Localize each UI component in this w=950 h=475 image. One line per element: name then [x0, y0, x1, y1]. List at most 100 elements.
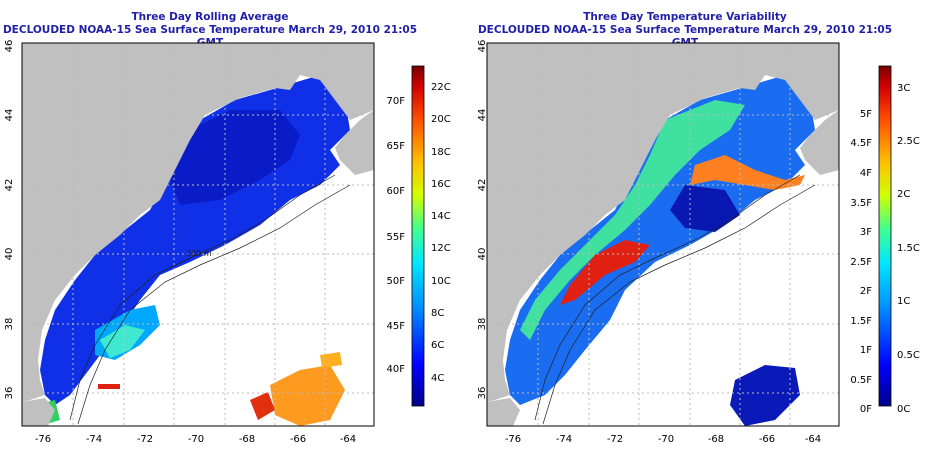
- average-colorbar: [411, 65, 425, 407]
- x-tick-label: -66: [759, 434, 775, 445]
- svg-text:65F: 65F: [387, 141, 406, 152]
- land-nova-scotia: [335, 110, 374, 175]
- average-map: 200 m -76 -74 -72 -70 -68 -66 -64 36 38 …: [4, 40, 451, 445]
- svg-text:5F: 5F: [860, 109, 872, 120]
- svg-text:20C: 20C: [431, 114, 451, 125]
- svg-text:2.5F: 2.5F: [850, 257, 872, 268]
- average-colorbar-fahrenheit: 40F 45F 50F 55F 60F 65F 70F: [387, 96, 406, 375]
- svg-text:0.5C: 0.5C: [897, 350, 920, 361]
- svg-text:1.5C: 1.5C: [897, 243, 920, 254]
- x-tick-label: -72: [137, 434, 153, 445]
- y-tick-label: 38: [4, 318, 15, 331]
- y-tick-label: 40: [477, 248, 488, 261]
- land-florida-tip: [487, 398, 520, 426]
- y-tick-label: 36: [4, 387, 15, 400]
- x-tick-label: -70: [188, 434, 204, 445]
- x-tick-label: -68: [239, 434, 255, 445]
- average-colorbar-celsius: 4C 6C 8C 10C 12C 14C 16C 18C 20C 22C: [431, 82, 451, 384]
- sst-gulf-stream-patch: [270, 365, 345, 426]
- var-high-band: [520, 100, 745, 340]
- svg-text:0F: 0F: [860, 404, 872, 415]
- svg-text:8C: 8C: [431, 308, 444, 319]
- y-tick-label: 44: [4, 109, 15, 122]
- svg-text:45F: 45F: [387, 321, 406, 332]
- sst-red-strip: [98, 384, 120, 389]
- var-hot-front-2: [560, 240, 650, 305]
- svg-text:1C: 1C: [897, 296, 910, 307]
- x-tick-label: -76: [505, 434, 521, 445]
- svg-text:1.5F: 1.5F: [850, 316, 872, 327]
- average-map-frame: [21, 42, 375, 427]
- y-tick-label: 42: [4, 179, 15, 192]
- var-hot-front: [690, 155, 805, 190]
- sst-colder-gulf: [170, 110, 300, 205]
- svg-text:16C: 16C: [431, 179, 451, 190]
- y-tick-label: 46: [477, 40, 488, 53]
- y-tick-label: 42: [477, 179, 488, 192]
- svg-text:1F: 1F: [860, 345, 872, 356]
- variability-colorbar: [878, 65, 892, 407]
- var-south-scatter: [730, 365, 800, 426]
- land-mainland: [487, 43, 839, 402]
- svg-text:14C: 14C: [431, 211, 451, 222]
- variability-panel: Three Day Temperature Variability DECLOU…: [475, 0, 950, 475]
- sst-gulf-stream-hot: [250, 392, 275, 420]
- x-tick-label: -76: [35, 434, 51, 445]
- svg-text:22C: 22C: [431, 82, 451, 93]
- x-tick-label: -74: [556, 434, 572, 445]
- y-tick-label: 40: [4, 248, 15, 261]
- svg-text:12C: 12C: [431, 243, 451, 254]
- x-tick-label: -72: [607, 434, 623, 445]
- y-tick-label: 46: [4, 40, 15, 53]
- svg-text:10C: 10C: [431, 276, 451, 287]
- svg-text:40F: 40F: [387, 364, 406, 375]
- x-tick-label: -74: [86, 434, 102, 445]
- variability-y-axis: 36 38 40 42 44 46: [477, 40, 488, 400]
- variability-map-frame: [486, 42, 840, 427]
- svg-text:3.5F: 3.5F: [850, 198, 872, 209]
- variability-title: Three Day Temperature Variability: [583, 11, 787, 23]
- variability-gridlines: [487, 43, 839, 426]
- x-tick-label: -66: [290, 434, 306, 445]
- svg-text:3F: 3F: [860, 227, 872, 238]
- svg-text:0.5F: 0.5F: [850, 375, 872, 386]
- sst-warm-patch: [100, 325, 145, 358]
- average-title: Three Day Rolling Average: [131, 11, 289, 23]
- x-tick-label: -70: [658, 434, 674, 445]
- x-tick-label: -64: [340, 434, 356, 445]
- svg-text:70F: 70F: [387, 96, 406, 107]
- svg-text:4F: 4F: [860, 168, 872, 179]
- x-tick-label: -68: [708, 434, 724, 445]
- svg-text:6C: 6C: [431, 340, 444, 351]
- svg-text:4C: 4C: [431, 373, 444, 384]
- svg-text:55F: 55F: [387, 232, 406, 243]
- x-tick-label: -64: [805, 434, 821, 445]
- svg-text:2F: 2F: [860, 286, 872, 297]
- variability-colorbar-celsius: 0C 0.5C 1C 1.5C 2C 2.5C 3C: [897, 83, 920, 415]
- land-mainland: [22, 43, 374, 402]
- variability-colorbar-fahrenheit: 0F 0.5F 1F 1.5F 2F 2.5F 3F 3.5F 4F 4.5F …: [850, 109, 872, 415]
- svg-text:3C: 3C: [897, 83, 910, 94]
- var-shelf-base: [505, 75, 815, 405]
- variability-x-axis: -76 -74 -72 -70 -68 -66 -64: [505, 434, 821, 445]
- land-nova-scotia: [800, 110, 839, 175]
- svg-text:18C: 18C: [431, 147, 451, 158]
- svg-text:2.5C: 2.5C: [897, 136, 920, 147]
- average-panel: Three Day Rolling Average DECLOUDED NOAA…: [3, 11, 451, 445]
- average-isobaths: [69, 174, 351, 425]
- svg-text:0C: 0C: [897, 404, 910, 415]
- y-tick-label: 36: [477, 387, 488, 400]
- y-tick-label: 44: [477, 109, 488, 122]
- land-florida-tip: [22, 398, 55, 426]
- average-gridlines: [22, 43, 374, 426]
- svg-text:2C: 2C: [897, 189, 910, 200]
- average-isobath-label: 200 m: [186, 249, 212, 258]
- svg-text:50F: 50F: [387, 276, 406, 287]
- svg-text:4.5F: 4.5F: [850, 138, 872, 149]
- average-x-axis: -76 -74 -72 -70 -68 -66 -64: [35, 434, 356, 445]
- y-tick-label: 38: [477, 318, 488, 331]
- svg-text:60F: 60F: [387, 186, 406, 197]
- var-low-core: [670, 185, 740, 232]
- variability-map: -76 -74 -72 -70 -68 -66 -64 36 38 40 42 …: [477, 40, 920, 445]
- average-y-axis: 36 38 40 42 44 46: [4, 40, 15, 400]
